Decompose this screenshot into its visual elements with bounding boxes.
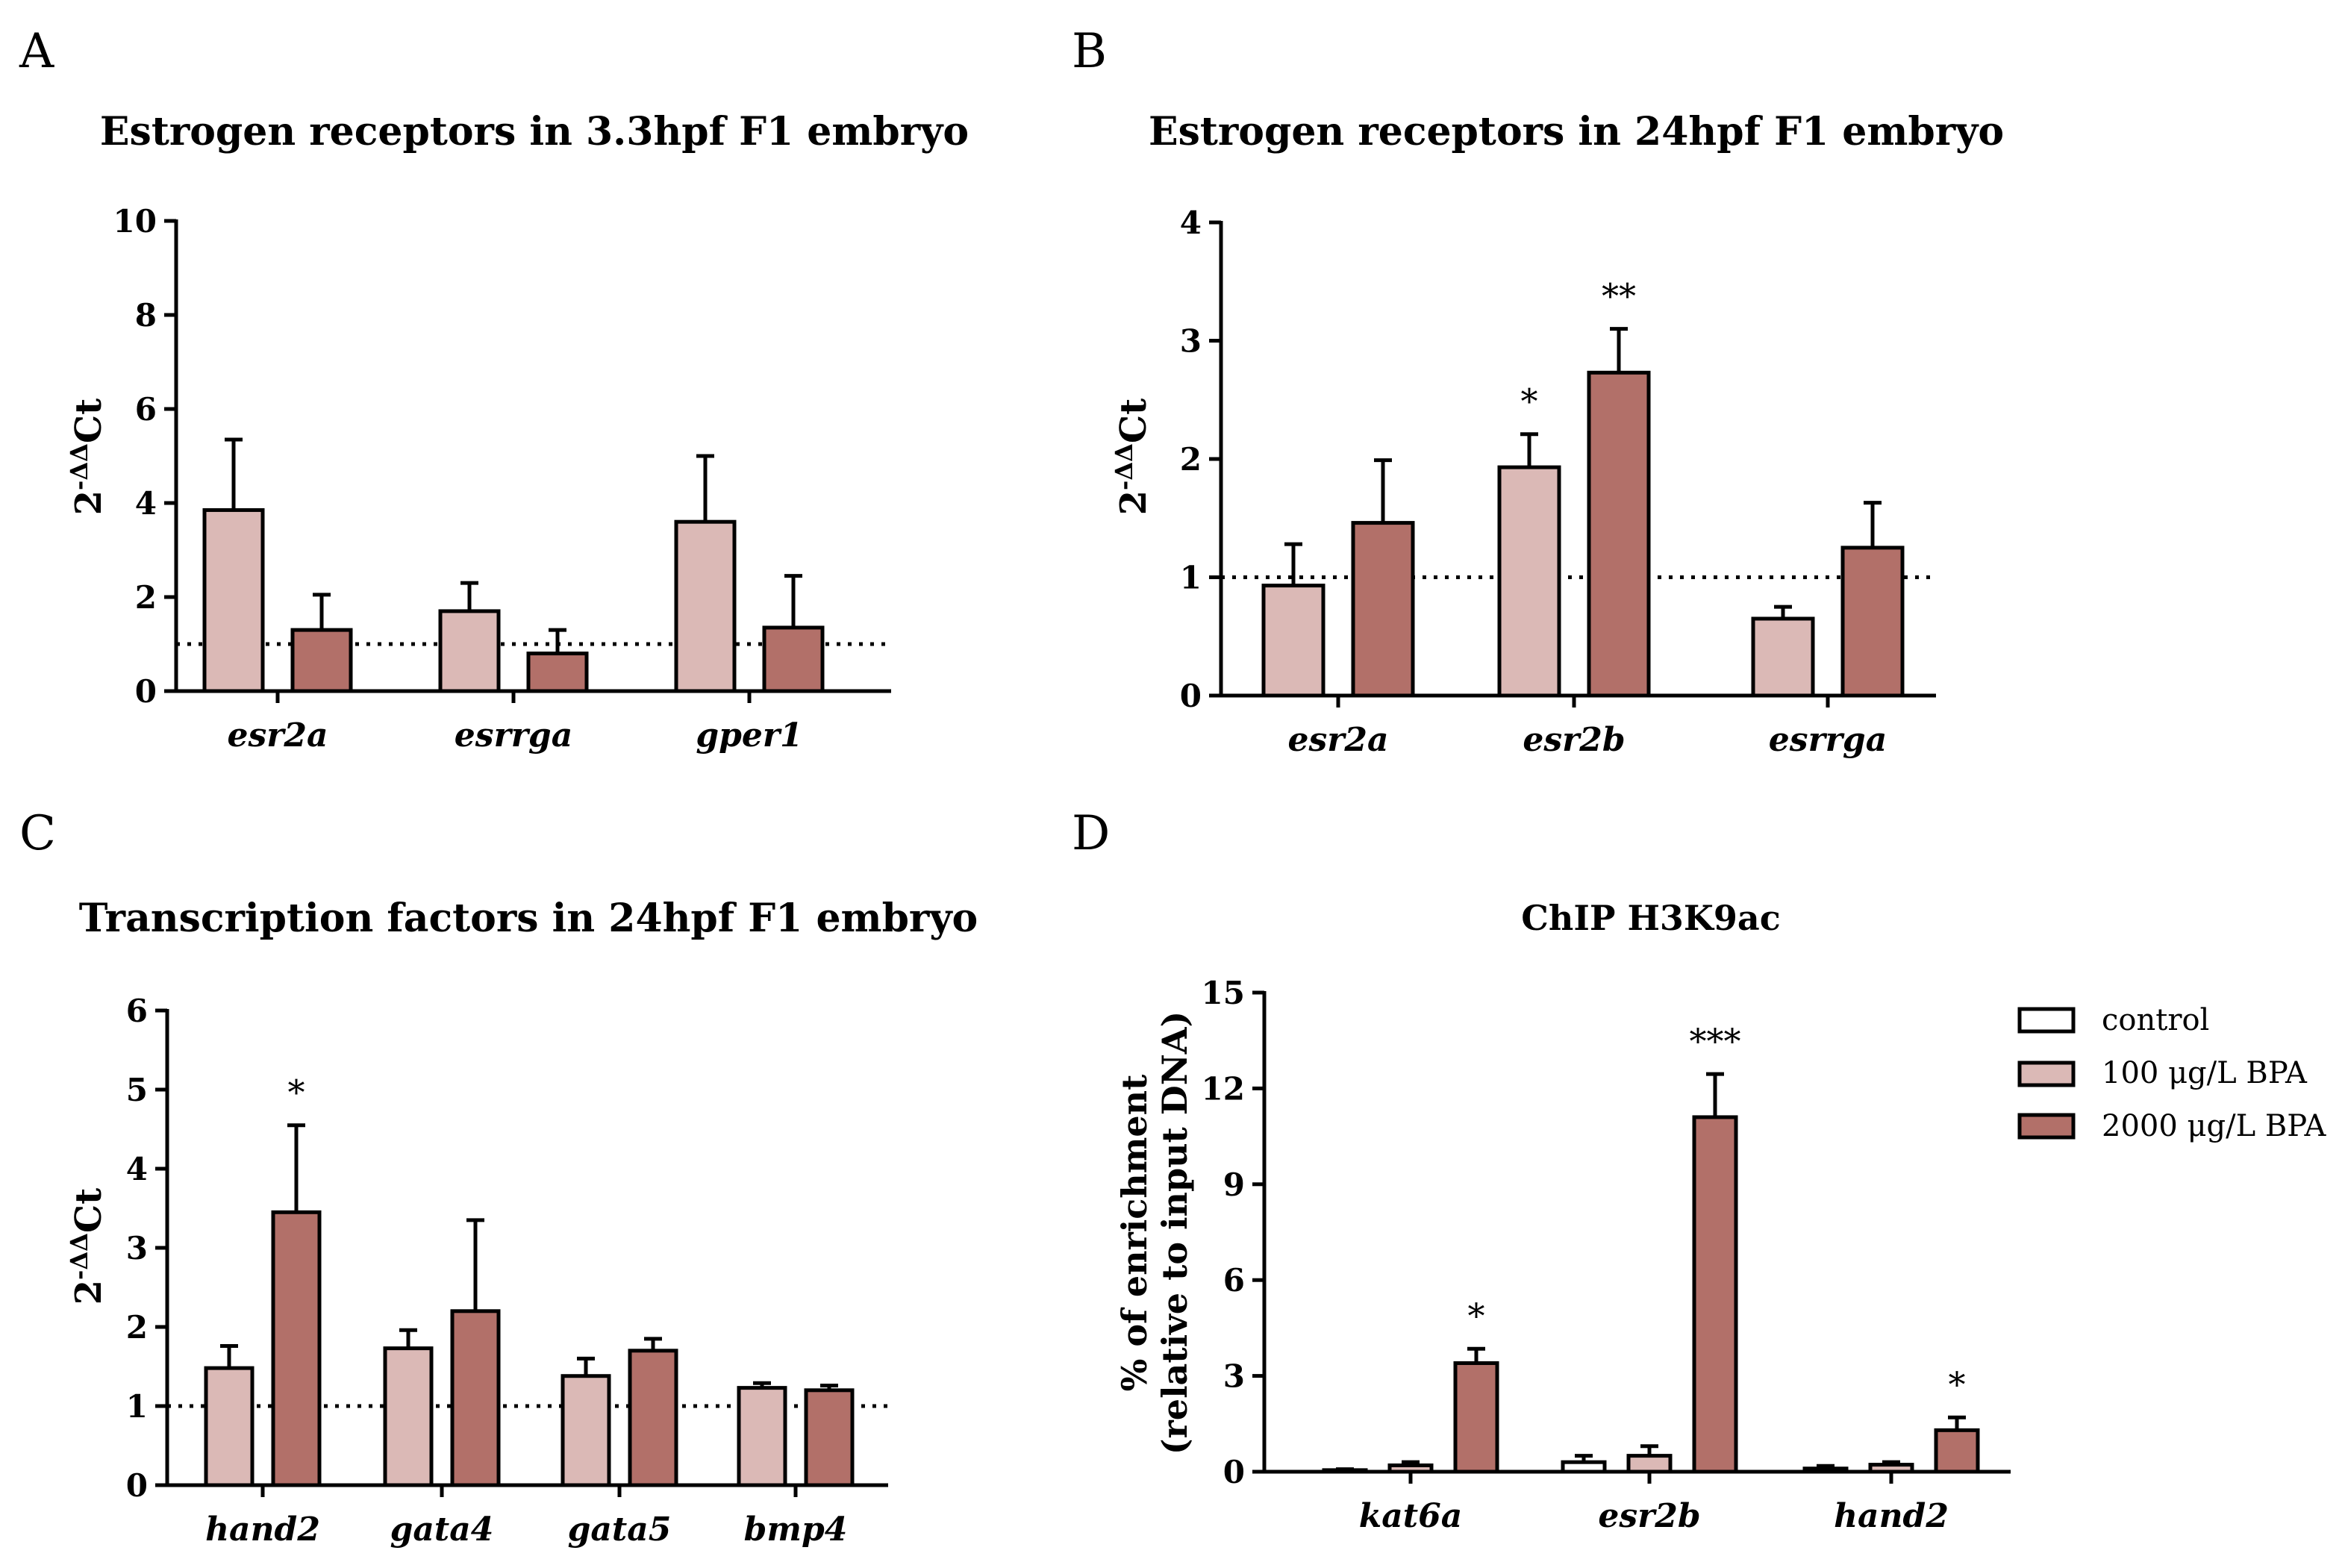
panel-d-bar-esr2b-1 — [1626, 1454, 1673, 1474]
panel-b-title: Estrogen receptors in 24hpf F1 embryo — [1149, 109, 2004, 154]
panel-a-plot: esr2a esrrga gper1 0 2 4 6 8 10 — [113, 203, 891, 755]
panel-d-ytick-label-9: 9 — [1223, 1166, 1245, 1203]
panel-d-sig-esr2b-2: *** — [1690, 1021, 1741, 1061]
panel-c-ytick-label-1: 1 — [126, 1388, 148, 1425]
panel-b-ytick-label-3: 3 — [1180, 323, 1202, 360]
panel-b-ytick-label-0: 0 — [1180, 678, 1202, 714]
panel-d-title: ChIP H3K9ac — [1521, 898, 1780, 938]
panel-a-xlabel-esrrga: esrrga — [455, 716, 572, 755]
panel-c-ytick-label-6: 6 — [126, 993, 148, 1029]
panel-b-ylabel: 2-ΔΔCt — [1110, 399, 1155, 516]
panel-b-xlabel-esrrga: esrrga — [1769, 721, 1887, 759]
panel-a-bar-esr2a-1 — [290, 628, 353, 693]
legend-label-2000: 2000 μg/L BPA — [2102, 1109, 2327, 1143]
panel-a-bar-gper1-0 — [674, 519, 737, 693]
panel-c-ytick-label-5: 5 — [126, 1072, 148, 1108]
panel-c-ytick-label-3: 3 — [126, 1230, 148, 1266]
panel-b-ylabel-ct: Ct — [1113, 399, 1155, 443]
panel-d-bar-esr2b-2 — [1692, 1115, 1738, 1474]
panel-c-bar-bmp4-0 — [737, 1386, 787, 1487]
panel-b-bar-esrrga-0 — [1751, 616, 1815, 698]
panel-a-bar-esrrga-0 — [438, 609, 501, 693]
panel-c-bar-bmp4-1 — [804, 1388, 855, 1487]
panel-a-xlabel-esr2a: esr2a — [227, 716, 328, 755]
panel-b-ylabel-exp: -ΔΔ — [1110, 443, 1138, 490]
panel-c-xlabel-bmp4: bmp4 — [744, 1511, 848, 1549]
panel-c-plot: * hand2 gata4 gata5 bmp4 0 1 2 3 4 5 6 — [126, 993, 888, 1549]
panel-c-ytick-label-4: 4 — [126, 1151, 148, 1187]
panel-a-ylabel: 2-ΔΔCt — [65, 399, 110, 516]
panel-c-bar-gata5-0 — [561, 1374, 611, 1487]
panel-letter-a: A — [19, 24, 54, 79]
panel-d-ylabel-line1: % of enrichment — [1114, 1074, 1155, 1391]
panel-a-bar-esrrga-1 — [526, 652, 589, 693]
panel-c-title: Transcription factors in 24hpf F1 embryo — [79, 896, 978, 941]
panel-letter-b: B — [1072, 24, 1107, 79]
panel-d-ytick-label-3: 3 — [1223, 1358, 1245, 1395]
panel-b-ytick-label-2: 2 — [1180, 441, 1202, 478]
panel-d-sig-kat6a-2: * — [1468, 1296, 1485, 1336]
panel-a-ytick-label-6: 6 — [135, 391, 157, 428]
panel-b-bar-esr2a-0 — [1261, 584, 1325, 698]
panel-a-ytick-label-8: 8 — [135, 297, 157, 334]
legend-swatch-2000 — [2017, 1113, 2076, 1140]
panel-b-xlabel-esr2b: esr2b — [1523, 721, 1625, 759]
legend-label-100: 100 μg/L BPA — [2102, 1056, 2308, 1090]
legend: control 100 μg/L BPA 2000 μg/L BPA — [2017, 1003, 2327, 1143]
panel-a-ylabel-ct: Ct — [68, 399, 110, 443]
panel-a-ytick-label-4: 4 — [135, 485, 157, 522]
panel-d-ytick-label-0: 0 — [1223, 1454, 1245, 1490]
panel-b-bar-esr2b-1 — [1587, 370, 1651, 698]
panel-b-xlabel-esr2a: esr2a — [1287, 721, 1388, 759]
panel-a-bar-esr2a-0 — [202, 507, 265, 693]
panel-c-bar-hand2-1 — [271, 1210, 322, 1487]
panel-d-bar-kat6a-2 — [1453, 1361, 1499, 1474]
panel-c-bar-hand2-0 — [204, 1366, 255, 1487]
panel-b-bar-esr2b-0 — [1497, 465, 1561, 698]
panel-b-sig-esr2b-1: ** — [1602, 276, 1636, 316]
panel-c-ylabel-exp: -ΔΔ — [65, 1233, 93, 1280]
panel-d-sig-hand2-2: * — [1949, 1364, 1966, 1405]
panel-d-ylabel-line2: (relative to input DNA) — [1155, 1011, 1195, 1455]
panel-d-ytick-label-12: 12 — [1202, 1070, 1245, 1107]
panel-d-bar-hand2-2 — [1934, 1428, 1980, 1474]
panel-b-ytick-label-4: 4 — [1180, 204, 1202, 241]
panel-c-sig-hand2-1: * — [288, 1072, 305, 1113]
panel-c-ytick-label-0: 0 — [126, 1467, 148, 1504]
panel-c-bar-gata5-1 — [628, 1349, 678, 1487]
panel-c-ylabel-ct: Ct — [68, 1188, 110, 1233]
panel-b-sig-esr2b-0: * — [1521, 381, 1538, 422]
panel-a-bar-gper1-1 — [762, 625, 825, 693]
panel-d-ytick-label-15: 15 — [1202, 975, 1245, 1011]
panel-a-ytick-label-10: 10 — [113, 203, 157, 240]
panel-a-ylabel-exp: -ΔΔ — [65, 443, 93, 490]
panel-c-bar-gata4-1 — [450, 1309, 501, 1487]
panel-a-xlabel-gper1: gper1 — [696, 716, 802, 755]
panel-d-xlabel-hand2: hand2 — [1834, 1497, 1949, 1535]
panel-b-ytick-label-1: 1 — [1180, 560, 1202, 596]
panel-d-ytick-label-6: 6 — [1223, 1262, 1245, 1299]
panel-c-bar-gata4-0 — [383, 1346, 434, 1487]
legend-swatch-control — [2017, 1007, 2076, 1034]
panel-b-bar-esrrga-1 — [1840, 546, 1905, 698]
panel-c-xlabel-gata5: gata5 — [568, 1511, 672, 1549]
panel-c-xlabel-hand2: hand2 — [205, 1511, 320, 1549]
legend-swatch-100 — [2017, 1061, 2076, 1087]
legend-label-control: control — [2102, 1003, 2209, 1037]
panel-a-ytick-label-0: 0 — [135, 673, 157, 710]
panel-letter-c: C — [19, 806, 56, 861]
panel-a-ytick-label-2: 2 — [135, 579, 157, 616]
panel-c-xlabel-gata4: gata4 — [390, 1511, 494, 1549]
panel-letter-d: D — [1072, 806, 1110, 861]
panel-d-xlabel-kat6a: kat6a — [1359, 1497, 1462, 1535]
panel-a-title: Estrogen receptors in 3.3hpf F1 embryo — [100, 109, 969, 154]
panel-d-plot: * kat6a *** esr2b * hand2 0 3 6 9 12 15 — [1202, 975, 2011, 1535]
panel-d-xlabel-esr2b: esr2b — [1598, 1497, 1700, 1535]
panel-c-ylabel: 2-ΔΔCt — [65, 1188, 110, 1305]
panel-b-bar-esr2a-1 — [1351, 521, 1415, 698]
panel-c-ytick-label-2: 2 — [126, 1309, 148, 1346]
